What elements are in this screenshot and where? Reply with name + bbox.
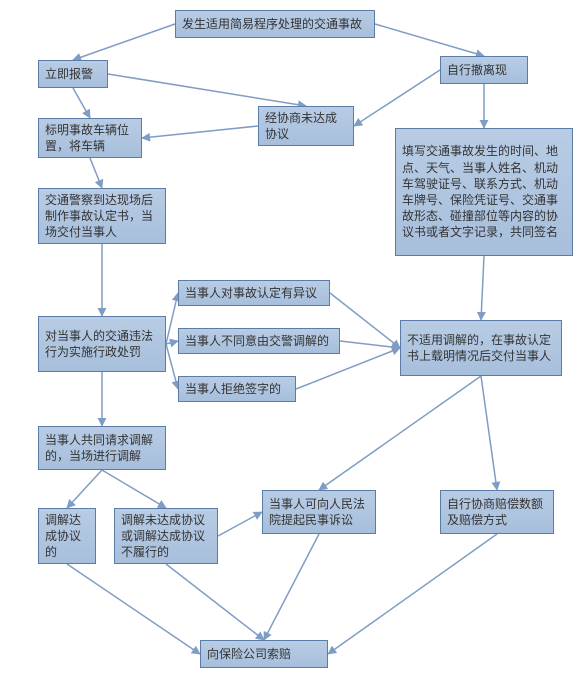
edge-n_disagree-n_notmed [340, 341, 400, 348]
node-label: 自行撤离现 [447, 62, 507, 78]
flowchart-node-n_reqmed: 当事人共同请求调解的，当场进行调解 [38, 426, 166, 470]
node-label: 当事人拒绝签字的 [185, 381, 281, 397]
edge-n_reqmed-n_agree [67, 470, 102, 508]
node-label: 标明事故车辆位置，将车辆 [45, 122, 135, 154]
node-label: 当事人可向人民法院提起民事诉讼 [269, 496, 369, 528]
node-label: 调解达成协议的 [45, 512, 89, 561]
node-label: 当事人不同意由交警调解的 [185, 333, 329, 349]
flowchart-node-n_leave: 自行撤离现 [440, 56, 528, 84]
flowchart-node-n_start: 发生适用简易程序处理的交通事故 [175, 10, 375, 38]
node-label: 自行协商赔偿数额及赔偿方式 [447, 496, 547, 528]
node-label: 填写交通事故发生的时间、地点、天气、当事人姓名、机动车驾驶证号、联系方式、机动车… [402, 143, 566, 240]
edge-n_self-n_ins [328, 534, 497, 654]
flowchart-node-n_penalty: 对当事人的交通违法行为实施行政处罚 [38, 316, 166, 372]
flowchart-node-n_mark: 标明事故车辆位置，将车辆 [38, 118, 142, 158]
node-label: 立即报警 [45, 66, 93, 82]
edge-n_call-n_mark [73, 88, 90, 118]
edge-n_fail-n_ins [166, 564, 264, 640]
node-label: 对当事人的交通违法行为实施行政处罚 [45, 328, 159, 360]
node-label: 经协商未达成协议 [265, 110, 347, 142]
edge-n_start-n_leave [375, 24, 484, 56]
flowchart-node-n_nego: 经协商未达成协议 [258, 106, 354, 146]
edge-n_start-n_call [73, 24, 175, 60]
flowchart-node-n_obj: 当事人对事故认定有异议 [178, 280, 330, 306]
edge-n_call-n_nego [108, 74, 306, 106]
flowchart-node-n_notmed: 不适用调解的，在事故认定书上载明情况后交付当事人 [400, 320, 562, 376]
node-label: 向保险公司索赔 [207, 646, 291, 662]
edge-n_sue-n_ins [264, 534, 319, 640]
edge-n_fill-n_notmed [481, 256, 484, 320]
flowchart-node-n_self: 自行协商赔偿数额及赔偿方式 [440, 490, 554, 534]
flowchart-node-n_sue: 当事人可向人民法院提起民事诉讼 [262, 490, 376, 534]
edge-n_penalty-n_obj [166, 293, 178, 344]
edge-n_agree-n_ins [67, 564, 200, 654]
flowchart-node-n_fill: 填写交通事故发生的时间、地点、天气、当事人姓名、机动车驾驶证号、联系方式、机动车… [395, 128, 573, 256]
node-label: 当事人共同请求调解的，当场进行调解 [45, 432, 159, 464]
edge-n_obj-n_notmed [330, 293, 400, 348]
flowchart-node-n_agree: 调解达成协议的 [38, 508, 96, 564]
flowchart-node-n_call: 立即报警 [38, 60, 108, 88]
edge-n_notmed-n_self [481, 376, 497, 490]
node-label: 调解未达成协议或调解达成协议不履行的 [121, 512, 211, 561]
edge-n_mark-n_police [90, 158, 102, 188]
edge-n_fail-n_sue [218, 512, 262, 536]
edge-n_penalty-n_refuse [166, 344, 178, 389]
flowchart-node-n_ins: 向保险公司索赔 [200, 640, 328, 668]
edge-n_leave-n_nego [354, 70, 440, 126]
flowchart-node-n_disagree: 当事人不同意由交警调解的 [178, 328, 340, 354]
node-label: 交通警察到达现场后制作事故认定书，当场交付当事人 [45, 192, 159, 241]
edge-n_reqmed-n_fail [102, 470, 166, 508]
node-label: 当事人对事故认定有异议 [185, 285, 317, 301]
flowchart-node-n_refuse: 当事人拒绝签字的 [178, 376, 296, 402]
node-label: 发生适用简易程序处理的交通事故 [182, 16, 362, 32]
flowchart-node-n_fail: 调解未达成协议或调解达成协议不履行的 [114, 508, 218, 564]
edge-n_penalty-n_disagree [166, 341, 178, 344]
edge-n_refuse-n_notmed [296, 348, 400, 389]
node-label: 不适用调解的，在事故认定书上载明情况后交付当事人 [407, 332, 555, 364]
edge-n_nego-n_mark [142, 126, 258, 138]
flowchart-node-n_police: 交通警察到达现场后制作事故认定书，当场交付当事人 [38, 188, 166, 244]
edge-n_notmed-n_sue [319, 376, 481, 490]
